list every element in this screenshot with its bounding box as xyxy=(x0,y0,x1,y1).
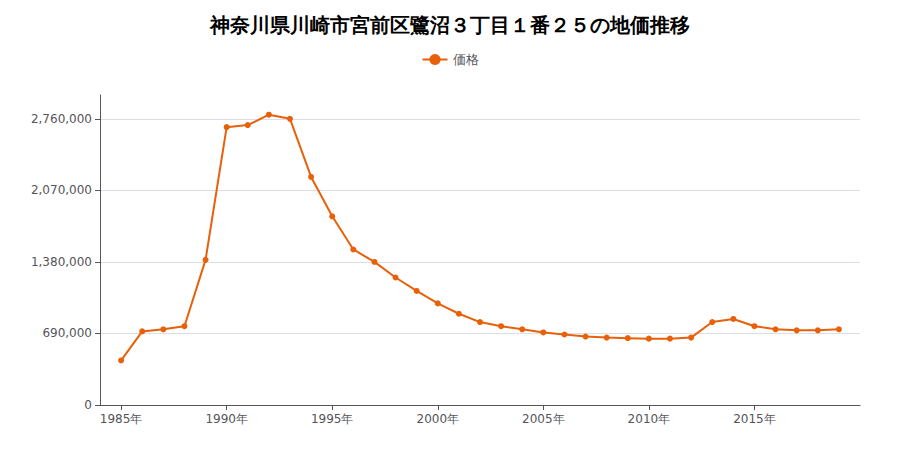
svg-text:2,070,000: 2,070,000 xyxy=(31,183,92,197)
svg-text:1985年: 1985年 xyxy=(100,412,143,426)
svg-text:690,000: 690,000 xyxy=(42,326,92,340)
svg-text:2000年: 2000年 xyxy=(417,412,460,426)
svg-text:1995年: 1995年 xyxy=(311,412,354,426)
svg-text:価格: 価格 xyxy=(453,52,479,67)
svg-text:2010年: 2010年 xyxy=(628,412,671,426)
svg-text:0: 0 xyxy=(84,398,92,412)
svg-text:2005年: 2005年 xyxy=(522,412,565,426)
svg-text:2015年: 2015年 xyxy=(733,412,776,426)
svg-text:1990年: 1990年 xyxy=(205,412,248,426)
svg-text:神奈川県川崎市宮前区鷺沼３丁目１番２５の地価推移: 神奈川県川崎市宮前区鷺沼３丁目１番２５の地価推移 xyxy=(209,13,690,37)
svg-text:1,380,000: 1,380,000 xyxy=(31,255,92,269)
svg-text:2,760,000: 2,760,000 xyxy=(31,112,92,126)
